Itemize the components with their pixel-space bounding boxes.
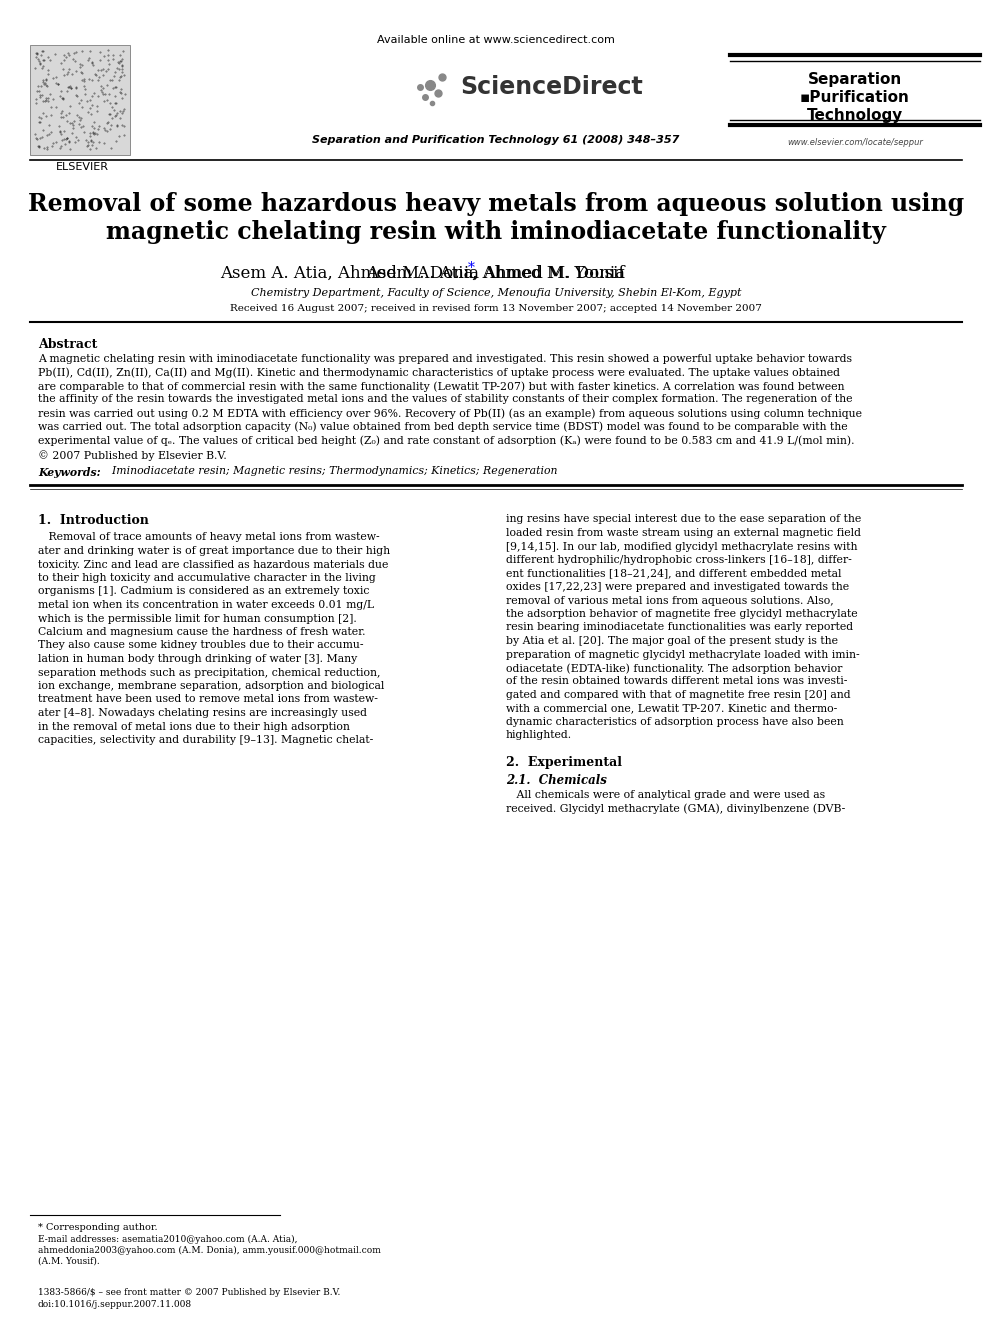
- Text: 2.1.  Chemicals: 2.1. Chemicals: [506, 774, 607, 787]
- Text: Asem A. Atia, Ahmed M. Donia: Asem A. Atia, Ahmed M. Donia: [366, 265, 626, 282]
- Text: which is the permissible limit for human consumption [2].: which is the permissible limit for human…: [38, 614, 357, 623]
- Text: ent functionalities [18–21,24], and different embedded metal: ent functionalities [18–21,24], and diff…: [506, 569, 841, 578]
- Text: Separation: Separation: [807, 71, 902, 87]
- Text: odiacetate (EDTA-like) functionality. The adsorption behavior: odiacetate (EDTA-like) functionality. Th…: [506, 663, 842, 673]
- Text: Received 16 August 2007; received in revised form 13 November 2007; accepted 14 : Received 16 August 2007; received in rev…: [230, 304, 762, 314]
- Text: 2.  Experimental: 2. Experimental: [506, 755, 622, 769]
- Text: was carried out. The total adsorption capacity (N₀) value obtained from bed dept: was carried out. The total adsorption ca…: [38, 422, 847, 433]
- Text: * Corresponding author.: * Corresponding author.: [38, 1222, 158, 1232]
- Bar: [30, 45, 130, 155]
- Text: doi:10.1016/j.seppur.2007.11.008: doi:10.1016/j.seppur.2007.11.008: [38, 1301, 192, 1308]
- Text: E-mail addresses: asematia2010@yahoo.com (A.A. Atia),: E-mail addresses: asematia2010@yahoo.com…: [38, 1234, 298, 1244]
- Text: © 2007 Published by Elsevier B.V.: © 2007 Published by Elsevier B.V.: [38, 451, 227, 462]
- Text: ELSEVIER: ELSEVIER: [56, 161, 108, 172]
- Text: ater [4–8]. Nowadays chelating resins are increasingly used: ater [4–8]. Nowadays chelating resins ar…: [38, 708, 367, 718]
- Text: ion exchange, membrane separation, adsorption and biological: ion exchange, membrane separation, adsor…: [38, 681, 384, 691]
- Text: Keywords:: Keywords:: [38, 467, 100, 478]
- Text: 1.  Introduction: 1. Introduction: [38, 515, 149, 528]
- Text: lation in human body through drinking of water [3]. Many: lation in human body through drinking of…: [38, 654, 357, 664]
- Text: by Atia et al. [20]. The major goal of the present study is the: by Atia et al. [20]. The major goal of t…: [506, 636, 838, 646]
- Text: Technology: Technology: [806, 108, 903, 123]
- Text: metal ion when its concentration in water exceeds 0.01 mg/L: metal ion when its concentration in wate…: [38, 601, 374, 610]
- Text: gated and compared with that of magnetite free resin [20] and: gated and compared with that of magnetit…: [506, 691, 850, 700]
- Text: A magnetic chelating resin with iminodiacetate functionality was prepared and in: A magnetic chelating resin with iminodia…: [38, 355, 852, 364]
- Text: ahmeddonia2003@yahoo.com (A.M. Donia), amm.yousif.000@hotmail.com: ahmeddonia2003@yahoo.com (A.M. Donia), a…: [38, 1246, 381, 1256]
- Text: ing resins have special interest due to the ease separation of the: ing resins have special interest due to …: [506, 515, 861, 524]
- Text: toxicity. Zinc and lead are classified as hazardous materials due: toxicity. Zinc and lead are classified a…: [38, 560, 389, 569]
- Text: ScienceDirect: ScienceDirect: [460, 75, 643, 99]
- Text: ▪Purification: ▪Purification: [801, 90, 910, 105]
- Text: (A.M. Yousif).: (A.M. Yousif).: [38, 1257, 100, 1266]
- Text: removal of various metal ions from aqueous solutions. Also,: removal of various metal ions from aqueo…: [506, 595, 833, 606]
- Text: Asem A. Atia, Ahmed M. Donia: Asem A. Atia, Ahmed M. Donia: [220, 265, 479, 282]
- Text: They also cause some kidney troubles due to their accumu-: They also cause some kidney troubles due…: [38, 640, 363, 651]
- Text: , Ahmed M. Yousif: , Ahmed M. Yousif: [472, 265, 625, 282]
- Text: Removal of trace amounts of heavy metal ions from wastew-: Removal of trace amounts of heavy metal …: [38, 532, 380, 542]
- Text: received. Glycidyl methacrylate (GMA), divinylbenzene (DVB-: received. Glycidyl methacrylate (GMA), d…: [506, 803, 845, 814]
- Text: Calcium and magnesium cause the hardness of fresh water.: Calcium and magnesium cause the hardness…: [38, 627, 365, 636]
- Text: [9,14,15]. In our lab, modified glycidyl methacrylate resins with: [9,14,15]. In our lab, modified glycidyl…: [506, 541, 857, 552]
- Text: treatment have been used to remove metal ions from wastew-: treatment have been used to remove metal…: [38, 695, 378, 705]
- Text: All chemicals were of analytical grade and were used as: All chemicals were of analytical grade a…: [506, 790, 825, 800]
- Text: organisms [1]. Cadmium is considered as an extremely toxic: organisms [1]. Cadmium is considered as …: [38, 586, 369, 597]
- Text: capacities, selectivity and durability [9–13]. Magnetic chelat-: capacities, selectivity and durability […: [38, 736, 373, 745]
- Text: experimental value of qₑ. The values of critical bed height (Z₀) and rate consta: experimental value of qₑ. The values of …: [38, 435, 854, 446]
- Text: www.elsevier.com/locate/seppur: www.elsevier.com/locate/seppur: [787, 138, 923, 147]
- Text: with a commercial one, Lewatit TP-207. Kinetic and thermo-: with a commercial one, Lewatit TP-207. K…: [506, 704, 837, 713]
- Text: ater and drinking water is of great importance due to their high: ater and drinking water is of great impo…: [38, 546, 390, 556]
- Text: 1383-5866/$ – see front matter © 2007 Published by Elsevier B.V.: 1383-5866/$ – see front matter © 2007 Pu…: [38, 1289, 340, 1297]
- Text: Separation and Purification Technology 61 (2008) 348–357: Separation and Purification Technology 6…: [312, 135, 680, 146]
- Text: Removal of some hazardous heavy metals from aqueous solution using: Removal of some hazardous heavy metals f…: [28, 192, 964, 216]
- Text: are comparable to that of commercial resin with the same functionality (Lewatit : are comparable to that of commercial res…: [38, 381, 844, 392]
- Text: of the resin obtained towards different metal ions was investi-: of the resin obtained towards different …: [506, 676, 847, 687]
- Text: separation methods such as precipitation, chemical reduction,: separation methods such as precipitation…: [38, 668, 381, 677]
- Text: dynamic characteristics of adsorption process have also been: dynamic characteristics of adsorption pr…: [506, 717, 844, 728]
- Text: resin bearing iminodiacetate functionalities was early reported: resin bearing iminodiacetate functionali…: [506, 623, 853, 632]
- Text: the adsorption behavior of magnetite free glycidyl methacrylate: the adsorption behavior of magnetite fre…: [506, 609, 858, 619]
- Text: magnetic chelating resin with iminodiacetate functionality: magnetic chelating resin with iminodiace…: [106, 220, 886, 243]
- Text: loaded resin from waste stream using an external magnetic field: loaded resin from waste stream using an …: [506, 528, 861, 538]
- Text: *: *: [468, 261, 475, 275]
- Text: the affinity of the resin towards the investigated metal ions and the values of : the affinity of the resin towards the in…: [38, 394, 852, 405]
- Text: Pb(II), Cd(II), Zn(II), Ca(II) and Mg(II). Kinetic and thermodynamic characteris: Pb(II), Cd(II), Zn(II), Ca(II) and Mg(II…: [38, 368, 840, 378]
- Text: highlighted.: highlighted.: [506, 730, 572, 741]
- Text: resin was carried out using 0.2 M EDTA with efficiency over 96%. Recovery of Pb(: resin was carried out using 0.2 M EDTA w…: [38, 407, 862, 418]
- Text: in the removal of metal ions due to their high adsorption: in the removal of metal ions due to thei…: [38, 721, 350, 732]
- Text: oxides [17,22,23] were prepared and investigated towards the: oxides [17,22,23] were prepared and inve…: [506, 582, 849, 591]
- Text: different hydrophilic/hydrophobic cross-linkers [16–18], differ-: different hydrophilic/hydrophobic cross-…: [506, 556, 852, 565]
- Text: Available online at www.sciencedirect.com: Available online at www.sciencedirect.co…: [377, 34, 615, 45]
- Text: Iminodiacetate resin; Magnetic resins; Thermodynamics; Kinetics; Regeneration: Iminodiacetate resin; Magnetic resins; T…: [105, 467, 558, 476]
- Text: Chemistry Department, Faculty of Science, Menoufia University, Shebin El-Kom, Eg: Chemistry Department, Faculty of Science…: [251, 288, 741, 298]
- Text: preparation of magnetic glycidyl methacrylate loaded with imin-: preparation of magnetic glycidyl methacr…: [506, 650, 860, 659]
- Text: to their high toxicity and accumulative character in the living: to their high toxicity and accumulative …: [38, 573, 376, 583]
- Text: Abstract: Abstract: [38, 337, 97, 351]
